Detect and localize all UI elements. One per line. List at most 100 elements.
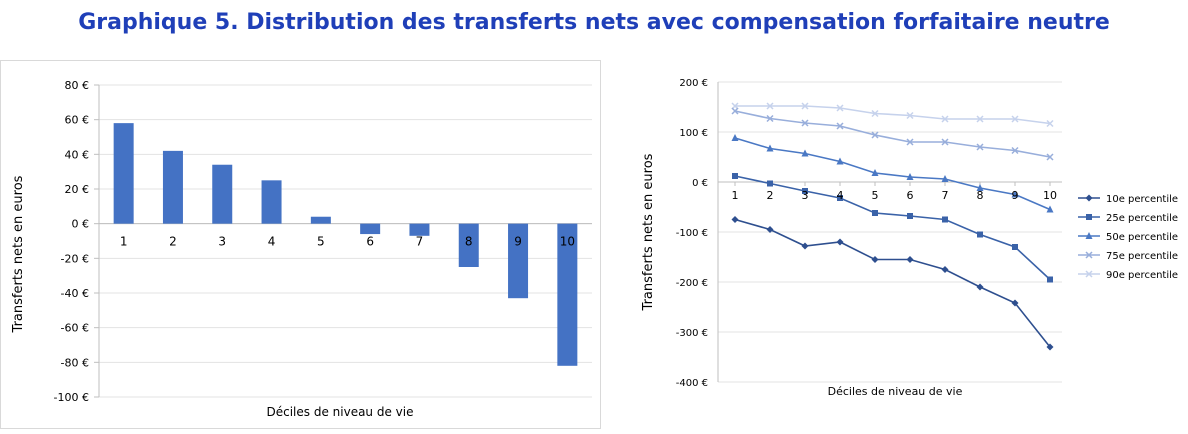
series-point: [731, 134, 739, 141]
series-point: [976, 115, 984, 123]
series-point: [836, 157, 844, 165]
line-ytick-label: 100 €: [679, 128, 708, 139]
bar-xtick-label: 1: [120, 235, 128, 249]
series-point: [906, 256, 914, 263]
series-point: [731, 107, 739, 115]
bar-ytick-label: 80 €: [65, 79, 90, 92]
series-point: [1012, 244, 1018, 250]
bar-ytick-label: 0 €: [72, 218, 90, 231]
line-ytick-label: -400 €: [676, 378, 708, 389]
series-point: [976, 143, 984, 151]
figure-title: Graphique 5. Distribution des transferts…: [78, 10, 1110, 35]
bar-ytick-label: -60 €: [61, 322, 89, 335]
series-point: [836, 238, 844, 246]
bar-xtick-label: 5: [317, 235, 325, 249]
series-point: [836, 122, 844, 130]
legend-marker: [1085, 194, 1093, 202]
line-ytick-label: -300 €: [676, 328, 708, 339]
bar-ytick-label: 20 €: [65, 183, 90, 196]
series-point: [907, 213, 913, 219]
bar-decile-5: [310, 216, 331, 224]
series-point: [872, 210, 878, 216]
line-xtick-label: 3: [802, 189, 809, 202]
legend-marker: [1085, 251, 1093, 259]
legend-label: 90e percentile: [1106, 270, 1178, 281]
series-point: [906, 111, 914, 120]
legend-label: 50e percentile: [1106, 232, 1178, 243]
series-point: [1046, 153, 1054, 161]
line-xtick-label: 6: [907, 189, 914, 202]
line-ytick-label: 200 €: [679, 78, 708, 89]
series-point: [766, 102, 774, 110]
line-xtick-label: 7: [942, 189, 949, 202]
bar-xtick-label: 7: [416, 235, 424, 249]
series-point: [731, 216, 739, 223]
series-point: [1011, 190, 1019, 198]
series-point: [871, 109, 879, 118]
bar-ytick-label: -100 €: [54, 391, 89, 404]
series-point: [802, 188, 808, 194]
line-chart: 200 € 100 € 0 € -100 € -200 € -300 € -400 € 1 2…: [641, 78, 1178, 398]
bar-decile-10: [557, 223, 578, 366]
bar-ytick-label: -80 €: [61, 356, 89, 369]
series-point: [837, 195, 843, 201]
legend-marker: [1086, 214, 1092, 220]
series-point: [1011, 115, 1019, 123]
series-point: [976, 184, 984, 191]
bar-ytick-label: 40 €: [65, 148, 90, 161]
series-point: [871, 256, 879, 263]
series-point: [836, 104, 844, 112]
bar-chart: 80 € 60 € 40 € 20 € 0 € -20 € -40 € -60 € -80 € -…: [0, 60, 601, 429]
line-chart-ylabel: Transferts nets en euros: [641, 153, 656, 311]
bar-decile-1: [113, 123, 134, 224]
series-point: [766, 114, 774, 123]
series-point: [976, 283, 984, 291]
bar-decile-2: [162, 150, 183, 224]
line-ytick-label: -100 €: [676, 228, 708, 239]
series-point: [1046, 119, 1054, 128]
line-xtick-label: 4: [837, 189, 844, 202]
series-point: [801, 102, 809, 110]
series-point: [1011, 299, 1019, 307]
bar-xtick-label: 3: [218, 235, 226, 249]
series-point: [766, 144, 774, 152]
series-point: [1046, 205, 1054, 213]
bar-xtick-label: 10: [560, 235, 575, 249]
bar-chart-xlabel: Déciles de niveau de vie: [267, 405, 414, 419]
series-point: [1011, 146, 1019, 155]
series-point: [871, 169, 879, 176]
bar-chart-ylabel: Transferts nets en euros: [11, 175, 26, 333]
bar-xtick-label: 8: [465, 235, 473, 249]
line-xtick-label: 8: [977, 189, 984, 202]
bar-xtick-label: 9: [514, 235, 522, 249]
series-point: [942, 216, 948, 223]
bar-decile-9: [508, 223, 529, 299]
bar-xtick-label: 4: [268, 235, 276, 249]
legend-label: 75e percentile: [1106, 251, 1178, 262]
bar-xtick-label: 2: [169, 235, 177, 249]
bar-decile-6: [360, 223, 381, 235]
bar-decile-7: [409, 223, 430, 236]
series-line-50e: [734, 137, 1051, 211]
series-point: [977, 231, 983, 238]
series-point: [767, 180, 773, 187]
bar-xtick-label: 6: [366, 235, 374, 249]
series-point: [871, 131, 879, 139]
bar-decile-4: [261, 180, 282, 224]
bar-ytick-label: -40 €: [61, 287, 89, 300]
line-ytick-label: -200 €: [676, 278, 708, 289]
legend-label: 10e percentile: [1106, 194, 1178, 205]
line-xtick-label: 9: [1012, 189, 1019, 202]
line-xtick-label: 1: [732, 189, 739, 202]
series-line-75e: [734, 110, 1051, 158]
series-line-90e: [735, 105, 1051, 125]
line-ytick-label: 0 €: [692, 178, 708, 189]
legend-marker: [1085, 270, 1093, 278]
series-point: [766, 226, 774, 233]
series-point: [941, 115, 949, 123]
series-point: [906, 138, 914, 146]
series-point: [801, 149, 809, 157]
series-point: [941, 138, 949, 146]
series-point: [732, 173, 738, 179]
series-line-10e: [734, 218, 1051, 348]
